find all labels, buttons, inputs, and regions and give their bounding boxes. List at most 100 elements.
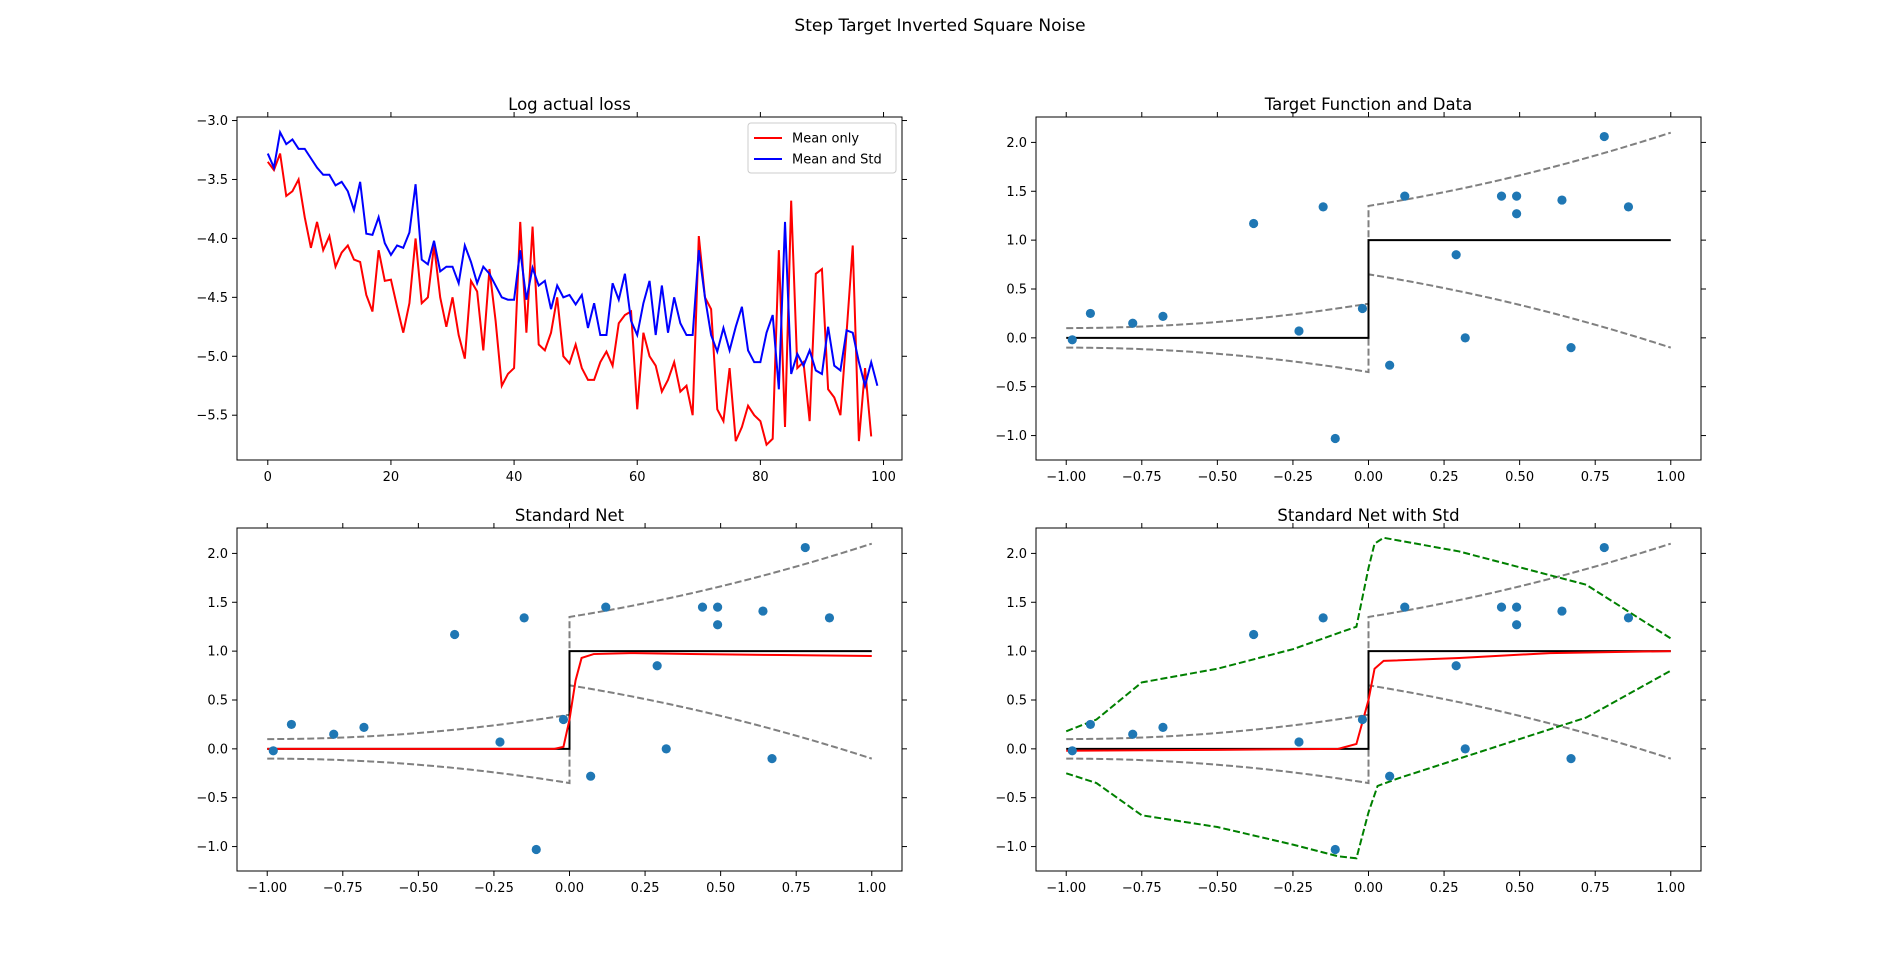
y-tick-label: −0.5 — [196, 791, 228, 806]
x-tick-label: −0.25 — [1273, 881, 1313, 896]
x-tick-label: 0.25 — [1430, 470, 1459, 485]
data-point — [1085, 308, 1096, 319]
x-tick-label: 0 — [264, 470, 272, 485]
y-tick-label: 1.5 — [207, 596, 228, 611]
x-tick-label: 1.00 — [857, 881, 886, 896]
y-tick-label: 1.5 — [1006, 596, 1027, 611]
x-tick-label: 0.75 — [1581, 470, 1610, 485]
data-point — [601, 602, 611, 612]
y-tick-label: −3.0 — [196, 114, 228, 129]
data-point — [1599, 542, 1609, 553]
x-tick-label: 0.75 — [782, 881, 811, 896]
data-point — [1067, 335, 1077, 345]
x-tick-label: 0.75 — [1581, 881, 1610, 896]
x-tick-label: 0.50 — [1505, 881, 1534, 896]
data-point — [1249, 629, 1259, 640]
data-point — [713, 620, 723, 630]
data-point — [1385, 771, 1395, 781]
data-point — [1512, 209, 1522, 219]
axes-frame — [1035, 527, 1702, 872]
x-tick-label: −0.25 — [1273, 470, 1313, 485]
data-point — [1249, 218, 1259, 229]
predicted-lower-band — [1065, 669, 1672, 860]
axes-frame — [236, 116, 903, 461]
data-point — [1557, 195, 1567, 205]
y-tick-label: 2.0 — [1006, 136, 1027, 151]
panel-1: −1.00 −0.75 −0.50 −0.25 0.00 0.25 0.50 0.75 1.00… — [995, 95, 1706, 485]
y-tick-label: −4.0 — [196, 232, 228, 247]
panel-title: Log actual loss — [508, 95, 631, 114]
data-point — [713, 602, 723, 612]
data-point — [1496, 602, 1507, 612]
y-tick-label: 1.5 — [1006, 185, 1027, 200]
y-tick-label: −3.5 — [196, 173, 228, 188]
legend-entry: Mean and Std — [792, 153, 882, 168]
data-point — [359, 722, 369, 732]
series-line-mean-only — [266, 153, 873, 447]
x-tick-label: 1.00 — [1656, 470, 1685, 485]
y-tick-label: 0.5 — [1006, 693, 1027, 708]
x-tick-label: 0.00 — [555, 881, 584, 896]
legend-box — [747, 122, 897, 174]
x-tick-label: 0.00 — [1354, 881, 1383, 896]
data-point — [1599, 131, 1609, 142]
data-point — [1330, 844, 1340, 855]
series-line-mean-and-std — [266, 129, 879, 390]
panel-0: 0 20 40 60 80 100 −5.5 −5.0 −4.5 −4.0 −3.5 −3.0 Log … — [196, 95, 907, 485]
data-point — [758, 606, 768, 616]
x-tick-label: 0.25 — [1430, 881, 1459, 896]
x-tick-label: 0.50 — [706, 881, 735, 896]
y-tick-label: −0.5 — [995, 791, 1027, 806]
data-point — [800, 542, 810, 553]
x-tick-label: 0.25 — [631, 881, 660, 896]
data-point — [1623, 613, 1634, 623]
data-point — [1085, 719, 1096, 730]
axes-frame — [1035, 116, 1702, 461]
y-tick-label: 1.0 — [207, 645, 228, 660]
x-tick-label: 100 — [871, 470, 896, 485]
data-point — [1557, 606, 1567, 616]
plot-area — [237, 117, 902, 460]
x-tick-label: −0.50 — [1197, 881, 1237, 896]
data-point — [1451, 661, 1461, 671]
y-tick-label: 1.0 — [1006, 234, 1027, 249]
data-point — [1400, 191, 1410, 201]
data-point — [286, 719, 297, 730]
data-point — [1158, 311, 1168, 321]
panel-2: −1.00 −0.75 −0.50 −0.25 0.00 0.25 0.50 0.75 1.00… — [196, 506, 907, 896]
data-point — [1158, 722, 1168, 732]
x-tick-label: 0.00 — [1354, 470, 1383, 485]
data-point — [586, 771, 596, 781]
data-point — [697, 602, 708, 612]
data-point — [824, 613, 835, 623]
x-tick-label: −0.75 — [1122, 881, 1162, 896]
y-tick-label: −5.0 — [196, 350, 228, 365]
data-point — [1623, 202, 1634, 212]
x-tick-label: −1.00 — [247, 881, 287, 896]
data-point — [1512, 191, 1522, 201]
data-point — [1400, 602, 1410, 612]
y-tick-label: −1.0 — [995, 840, 1027, 855]
y-tick-label: 0.5 — [1006, 282, 1027, 297]
data-point — [1357, 303, 1368, 314]
y-tick-label: −1.0 — [995, 429, 1027, 444]
data-point — [1512, 620, 1522, 630]
data-point — [1460, 333, 1470, 343]
y-tick-label: 0.0 — [1006, 742, 1027, 757]
x-tick-label: −0.25 — [474, 881, 514, 896]
data-point — [1512, 602, 1522, 612]
data-point — [1566, 754, 1576, 764]
x-tick-label: 40 — [506, 470, 523, 485]
data-point — [1385, 360, 1395, 370]
data-point — [495, 737, 505, 747]
target-function-line — [1066, 239, 1671, 339]
x-tick-label: −0.50 — [1197, 470, 1237, 485]
data-point — [268, 746, 278, 756]
panel-3: −1.00 −0.75 −0.50 −0.25 0.00 0.25 0.50 0.75 1.00… — [995, 506, 1706, 896]
y-tick-label: 1.0 — [1006, 645, 1027, 660]
figure-title: Step Target Inverted Square Noise — [794, 16, 1086, 36]
predicted-upper-band — [1065, 536, 1672, 733]
y-tick-label: 2.0 — [1006, 547, 1027, 562]
x-tick-label: 80 — [752, 470, 769, 485]
